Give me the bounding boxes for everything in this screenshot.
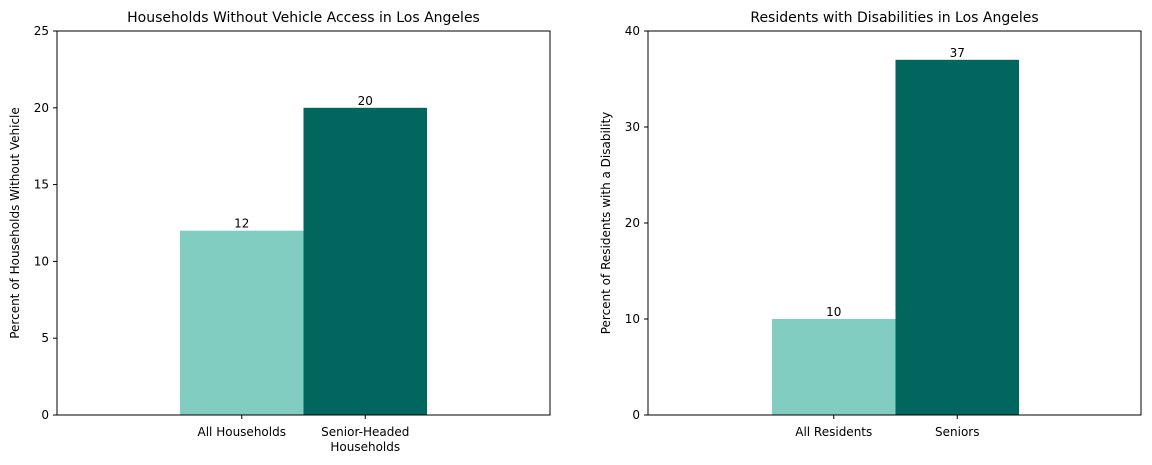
bar-1 — [303, 107, 427, 416]
data-label-0: 12 — [234, 217, 249, 231]
data-label-1: 37 — [950, 46, 965, 60]
plot-frame — [647, 30, 1142, 416]
x-tick-label: Seniors — [935, 425, 979, 439]
bar-1 — [895, 59, 1019, 416]
y-tick-label: 0 — [632, 408, 640, 422]
data-label-1: 20 — [358, 94, 373, 108]
y-tick-label: 10 — [625, 312, 640, 326]
plot-frame — [56, 30, 551, 416]
x-tick-label: Senior-Headed Households — [321, 425, 409, 454]
bar-0 — [772, 319, 896, 415]
bar-0 — [180, 230, 304, 415]
y-tick-label: 20 — [625, 216, 640, 230]
y-tick-label: 20 — [34, 101, 49, 115]
x-tick-label: All Residents — [795, 425, 872, 439]
y-tick-label: 5 — [41, 331, 49, 345]
y-tick-label: 40 — [625, 24, 640, 38]
y-tick-label: 10 — [34, 254, 49, 268]
chart-title: Residents with Disabilities in Los Angel… — [750, 10, 1038, 26]
y-axis-label: Percent of Residents with a Disability — [599, 112, 613, 335]
y-tick-label: 15 — [34, 178, 49, 192]
chart-title: Households Without Vehicle Access in Los… — [127, 10, 480, 26]
y-tick-label: 30 — [625, 120, 640, 134]
chart-vehicle-access: Households Without Vehicle Access in Los… — [8, 10, 551, 454]
y-axis-label: Percent of Households Without Vehicle — [8, 107, 22, 339]
y-tick-label: 0 — [41, 408, 49, 422]
data-label-0: 10 — [826, 305, 841, 319]
x-tick-label: All Households — [198, 425, 286, 439]
chart-disabilities: Residents with Disabilities in Los Angel… — [599, 10, 1142, 439]
y-tick-label: 25 — [34, 24, 49, 38]
